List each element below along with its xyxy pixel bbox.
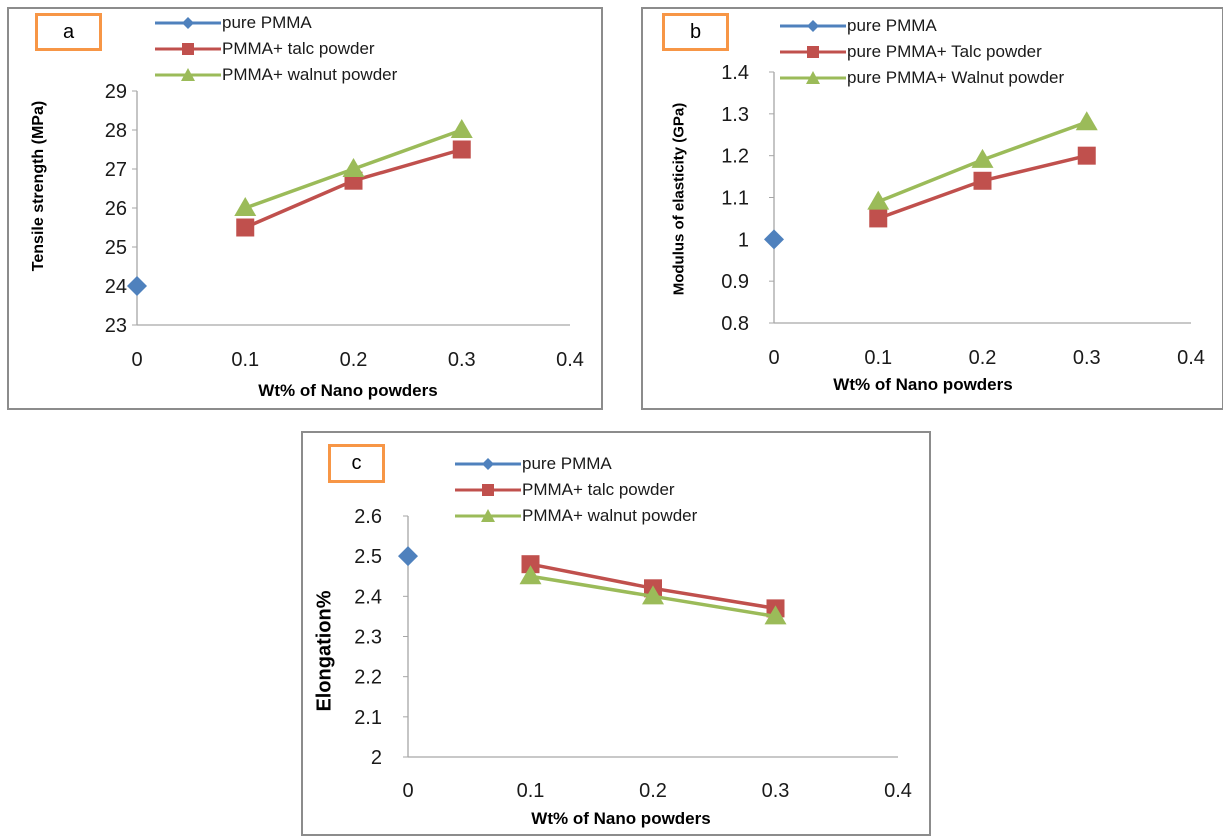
x-tick-label: 0.4 — [1177, 347, 1205, 369]
x-axis-label: Wt% of Nano powders — [833, 375, 1013, 394]
panel-tag: a — [35, 13, 102, 51]
y-tick-label: 2.2 — [354, 667, 382, 689]
x-tick-label: 0.3 — [762, 780, 790, 802]
legend-label: PMMA+ walnut powder — [222, 65, 398, 84]
diamond-marker-icon — [455, 458, 521, 470]
legend-label: PMMA+ talc powder — [522, 480, 675, 499]
data-point-triangle — [642, 585, 664, 605]
y-tick-label: 2.3 — [354, 627, 382, 649]
triangle-marker-icon — [455, 509, 521, 522]
data-point-triangle — [519, 565, 542, 585]
legend-label: pure PMMA+ Walnut powder — [847, 68, 1065, 87]
y-tick-label: 23 — [105, 315, 127, 337]
chart-panel-c: c pure PMMA PMMA+ talc powder PMMA+ waln… — [301, 431, 931, 836]
data-point-triangle — [867, 190, 890, 210]
data-point-square — [236, 218, 255, 237]
x-tick-label: 0.4 — [556, 349, 584, 371]
triangle-marker-icon — [155, 68, 221, 81]
legend-item-walnut: pure PMMA+ Walnut powder — [780, 65, 1064, 91]
data-point-square — [452, 140, 471, 159]
square-marker-icon — [455, 484, 521, 496]
data-point-triangle — [234, 197, 257, 216]
data-point-square — [869, 209, 888, 228]
legend-label: pure PMMA — [847, 16, 937, 35]
legend-item-walnut: PMMA+ walnut powder — [155, 62, 397, 88]
chart-panel-b: b pure PMMA pure PMMA+ Talc powder pure … — [641, 7, 1223, 410]
y-axis-label: Modulus of elasticity (GPa) — [670, 102, 688, 296]
panel-tag: b — [662, 13, 729, 51]
y-tick-label: 2.1 — [354, 707, 382, 729]
square-marker-icon — [155, 43, 221, 55]
square-marker-icon — [780, 46, 846, 58]
chart-panel-a: a pure PMMA PMMA+ talc powder PMMA+ waln… — [7, 7, 603, 410]
x-tick-label: 0.2 — [639, 780, 667, 802]
x-tick-label: 0.3 — [448, 349, 476, 371]
x-tick-label: 0.4 — [884, 780, 912, 802]
y-axis-label: Tensile strength (MPa) — [30, 100, 47, 272]
legend-item-pure-pmma: pure PMMA — [455, 451, 697, 477]
data-point-diamond — [398, 546, 418, 567]
x-tick-label: 0 — [402, 780, 413, 802]
y-tick-label: 29 — [105, 81, 127, 103]
data-point-triangle — [450, 119, 473, 138]
legend-item-talc: PMMA+ talc powder — [455, 477, 697, 503]
legend-label: PMMA+ talc powder — [222, 39, 375, 58]
x-tick-label: 0.1 — [517, 780, 545, 802]
x-tick-label: 0 — [131, 349, 142, 371]
panel-tag: c — [328, 444, 385, 483]
y-tick-label: 1.4 — [721, 62, 749, 84]
x-tick-label: 0.1 — [864, 347, 892, 369]
y-tick-label: 26 — [105, 198, 127, 220]
x-tick-label: 0.2 — [340, 349, 368, 371]
legend: pure PMMA PMMA+ talc powder PMMA+ walnut… — [155, 10, 397, 88]
legend-label: pure PMMA — [522, 454, 612, 473]
y-tick-label: 2.6 — [354, 506, 382, 528]
y-tick-label: 2.5 — [354, 546, 382, 568]
y-tick-label: 24 — [105, 276, 127, 298]
legend-item-pure-pmma: pure PMMA — [780, 13, 1064, 39]
x-tick-label: 0.2 — [969, 347, 997, 369]
legend-item-pure-pmma: pure PMMA — [155, 10, 397, 36]
legend-item-walnut: PMMA+ walnut powder — [455, 503, 697, 529]
y-tick-label: 1.1 — [721, 188, 749, 210]
triangle-marker-icon — [780, 71, 846, 84]
legend-label: PMMA+ walnut powder — [522, 506, 698, 525]
data-point-square — [1077, 146, 1096, 165]
diamond-marker-icon — [780, 20, 846, 32]
x-tick-label: 0.3 — [1073, 347, 1101, 369]
data-point-diamond — [127, 276, 147, 296]
data-point-triangle — [971, 148, 994, 168]
y-tick-label: 1.2 — [721, 146, 749, 168]
data-point-triangle — [342, 158, 365, 177]
plot-area: 0.8 0.9 1 1.1 1.2 1.3 1.4 0 0.1 0.2 0.3 0.4 — [721, 62, 1205, 369]
plot-area: 2 2.1 2.2 2.3 2.4 2.5 2.6 0 0.1 0.2 0.3 0.4 — [354, 506, 912, 802]
y-tick-label: 1 — [738, 229, 749, 251]
y-tick-label: 0.9 — [721, 271, 749, 293]
legend: pure PMMA pure PMMA+ Talc powder pure PM… — [780, 13, 1064, 91]
y-tick-label: 2 — [371, 747, 382, 769]
y-tick-label: 25 — [105, 237, 127, 259]
x-tick-label: 0.1 — [231, 349, 259, 371]
y-tick-label: 2.4 — [354, 586, 382, 608]
data-point-square — [973, 171, 992, 190]
y-tick-label: 27 — [105, 159, 127, 181]
y-tick-label: 1.3 — [721, 104, 749, 126]
data-point-triangle — [764, 605, 787, 625]
legend-label: pure PMMA — [222, 13, 312, 32]
legend-item-talc: PMMA+ talc powder — [155, 36, 397, 62]
diamond-marker-icon — [155, 17, 221, 29]
plot-area: 23 24 25 26 27 28 29 0 0.1 0.2 0.3 0.4 — [105, 81, 584, 371]
x-axis-label: Wt% of Nano powders — [258, 381, 438, 400]
x-tick-label: 0 — [768, 347, 779, 369]
y-tick-label: 0.8 — [721, 313, 749, 335]
y-tick-label: 28 — [105, 120, 127, 142]
data-point-diamond — [764, 229, 784, 250]
y-axis-label: Elongation% — [313, 590, 336, 712]
data-point-square — [521, 555, 540, 574]
legend: pure PMMA PMMA+ talc powder PMMA+ walnut… — [455, 451, 697, 529]
x-axis-label: Wt% of Nano powders — [531, 809, 711, 828]
legend-label: pure PMMA+ Talc powder — [847, 42, 1042, 61]
data-point-triangle — [1075, 111, 1098, 131]
legend-item-talc: pure PMMA+ Talc powder — [780, 39, 1064, 65]
